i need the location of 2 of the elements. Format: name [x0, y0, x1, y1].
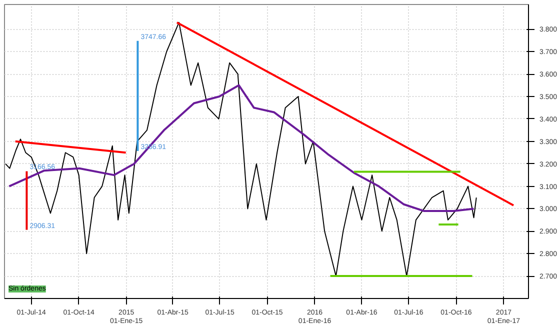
line-series	[5, 22, 477, 277]
line-series	[8, 84, 475, 212]
